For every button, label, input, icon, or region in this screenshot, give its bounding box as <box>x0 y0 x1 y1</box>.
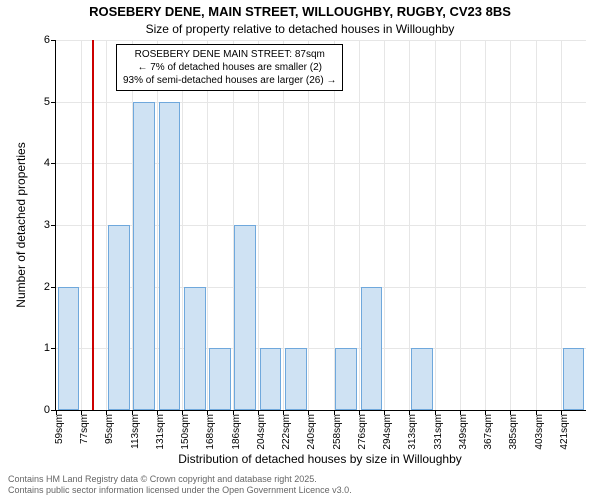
histogram-bar <box>335 348 357 410</box>
annotation-line: ROSEBERY DENE MAIN STREET: 87sqm <box>123 48 336 61</box>
x-tick-label: 150sqm <box>180 414 191 450</box>
x-tick-label: 276sqm <box>357 414 368 450</box>
x-tick-label: 240sqm <box>306 414 317 450</box>
x-tick-label: 77sqm <box>79 414 90 444</box>
x-tick-label: 186sqm <box>231 414 242 450</box>
gridline-vertical <box>485 40 486 410</box>
histogram-bar <box>234 225 256 410</box>
footer-line-1: Contains HM Land Registry data © Crown c… <box>8 474 317 484</box>
y-tick-label: 2 <box>44 281 50 293</box>
histogram-bar <box>108 225 130 410</box>
histogram-bar <box>159 102 181 410</box>
y-tick-label: 4 <box>44 157 50 169</box>
gridline-vertical <box>384 40 385 410</box>
gridline-vertical <box>308 40 309 410</box>
x-tick-label: 113sqm <box>130 414 141 449</box>
chart-container: ROSEBERY DENE, MAIN STREET, WILLOUGHBY, … <box>0 0 600 500</box>
x-tick-label: 222sqm <box>281 414 292 450</box>
gridline-vertical <box>536 40 537 410</box>
plot-area: 012345659sqm77sqm95sqm113sqm131sqm150sqm… <box>55 40 586 411</box>
y-tick <box>51 225 56 226</box>
histogram-bar <box>184 287 206 410</box>
x-axis-label: Distribution of detached houses by size … <box>55 452 585 466</box>
x-tick-label: 131sqm <box>155 414 166 450</box>
x-tick-label: 204sqm <box>256 414 267 450</box>
histogram-bar <box>563 348 585 410</box>
x-tick-label: 168sqm <box>205 414 216 450</box>
y-tick <box>51 348 56 349</box>
x-tick-label: 95sqm <box>104 414 115 444</box>
y-tick <box>51 40 56 41</box>
y-tick-label: 3 <box>44 219 50 231</box>
x-tick-label: 294sqm <box>382 414 393 450</box>
y-tick-label: 6 <box>44 34 50 46</box>
chart-title: ROSEBERY DENE, MAIN STREET, WILLOUGHBY, … <box>0 4 600 19</box>
footer-attribution: Contains HM Land Registry data © Crown c… <box>8 474 352 496</box>
y-tick <box>51 287 56 288</box>
gridline-horizontal <box>56 40 586 41</box>
x-tick-label: 385sqm <box>508 414 519 450</box>
histogram-bar <box>133 102 155 410</box>
y-tick-label: 1 <box>44 342 50 354</box>
footer-line-2: Contains public sector information licen… <box>8 485 352 495</box>
histogram-bar <box>411 348 433 410</box>
y-tick <box>51 163 56 164</box>
y-tick <box>51 102 56 103</box>
annotation-line: 93% of semi-detached houses are larger (… <box>123 74 336 87</box>
x-tick-label: 313sqm <box>407 414 418 450</box>
histogram-bar <box>361 287 383 410</box>
gridline-vertical <box>510 40 511 410</box>
gridline-vertical <box>460 40 461 410</box>
gridline-vertical <box>435 40 436 410</box>
x-tick-label: 367sqm <box>483 414 494 450</box>
x-tick-label: 349sqm <box>458 414 469 450</box>
property-marker-line <box>92 40 94 410</box>
annotation-line: ← 7% of detached houses are smaller (2) <box>123 61 336 74</box>
x-tick-label: 258sqm <box>332 414 343 450</box>
gridline-vertical <box>81 40 82 410</box>
annotation-box: ROSEBERY DENE MAIN STREET: 87sqm← 7% of … <box>116 44 343 91</box>
x-tick-label: 331sqm <box>433 414 444 450</box>
x-tick-label: 421sqm <box>559 414 570 450</box>
x-tick-label: 59sqm <box>54 414 65 444</box>
histogram-bar <box>209 348 231 410</box>
x-tick-label: 403sqm <box>534 414 545 450</box>
y-tick-label: 5 <box>44 96 50 108</box>
chart-subtitle: Size of property relative to detached ho… <box>0 22 600 36</box>
histogram-bar <box>58 287 80 410</box>
histogram-bar <box>260 348 282 410</box>
y-tick-label: 0 <box>44 404 50 416</box>
histogram-bar <box>285 348 307 410</box>
y-axis-label: Number of detached properties <box>14 142 28 307</box>
